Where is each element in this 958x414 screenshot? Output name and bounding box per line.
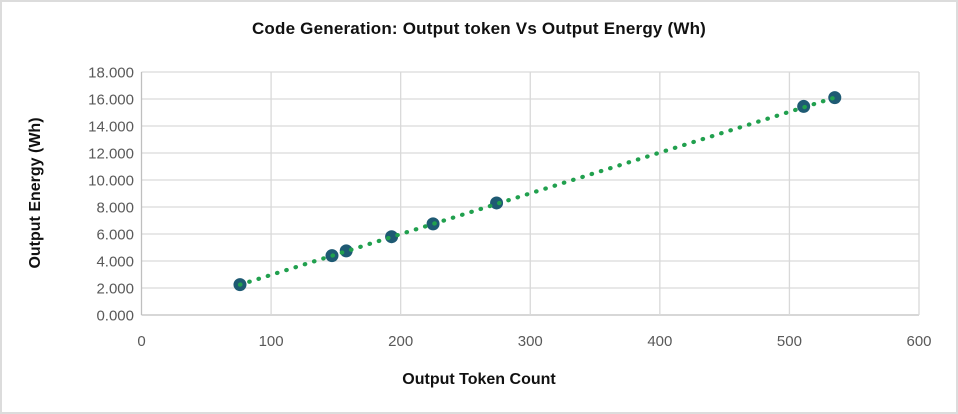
x-tick-label: 400 [647,333,672,350]
y-tick-label: 6.000 [96,227,134,244]
x-tick-label: 300 [518,333,543,350]
x-tick-label: 500 [777,333,802,350]
y-tick-label: 14.000 [88,119,134,136]
trendline [237,95,837,287]
y-tick-label: 4.000 [96,254,134,271]
x-tick-label: 0 [137,333,145,350]
data-point [828,91,842,105]
x-tick-label: 200 [388,333,413,350]
y-tick-label: 10.000 [88,173,134,190]
y-tick-label: 18.000 [88,65,134,82]
data-point [490,196,504,210]
x-axis-title: Output Token Count [402,371,556,388]
y-tick-label: 2.000 [96,281,134,298]
y-tick-label: 0.000 [96,308,134,325]
x-tick-label: 600 [906,333,931,350]
y-tick-label: 8.000 [96,200,134,217]
chart-title: Code Generation: Output token Vs Output … [251,19,707,38]
y-tick-label: 12.000 [88,146,134,163]
x-tick-label: 100 [259,333,284,350]
y-tick-label: 16.000 [88,92,134,109]
